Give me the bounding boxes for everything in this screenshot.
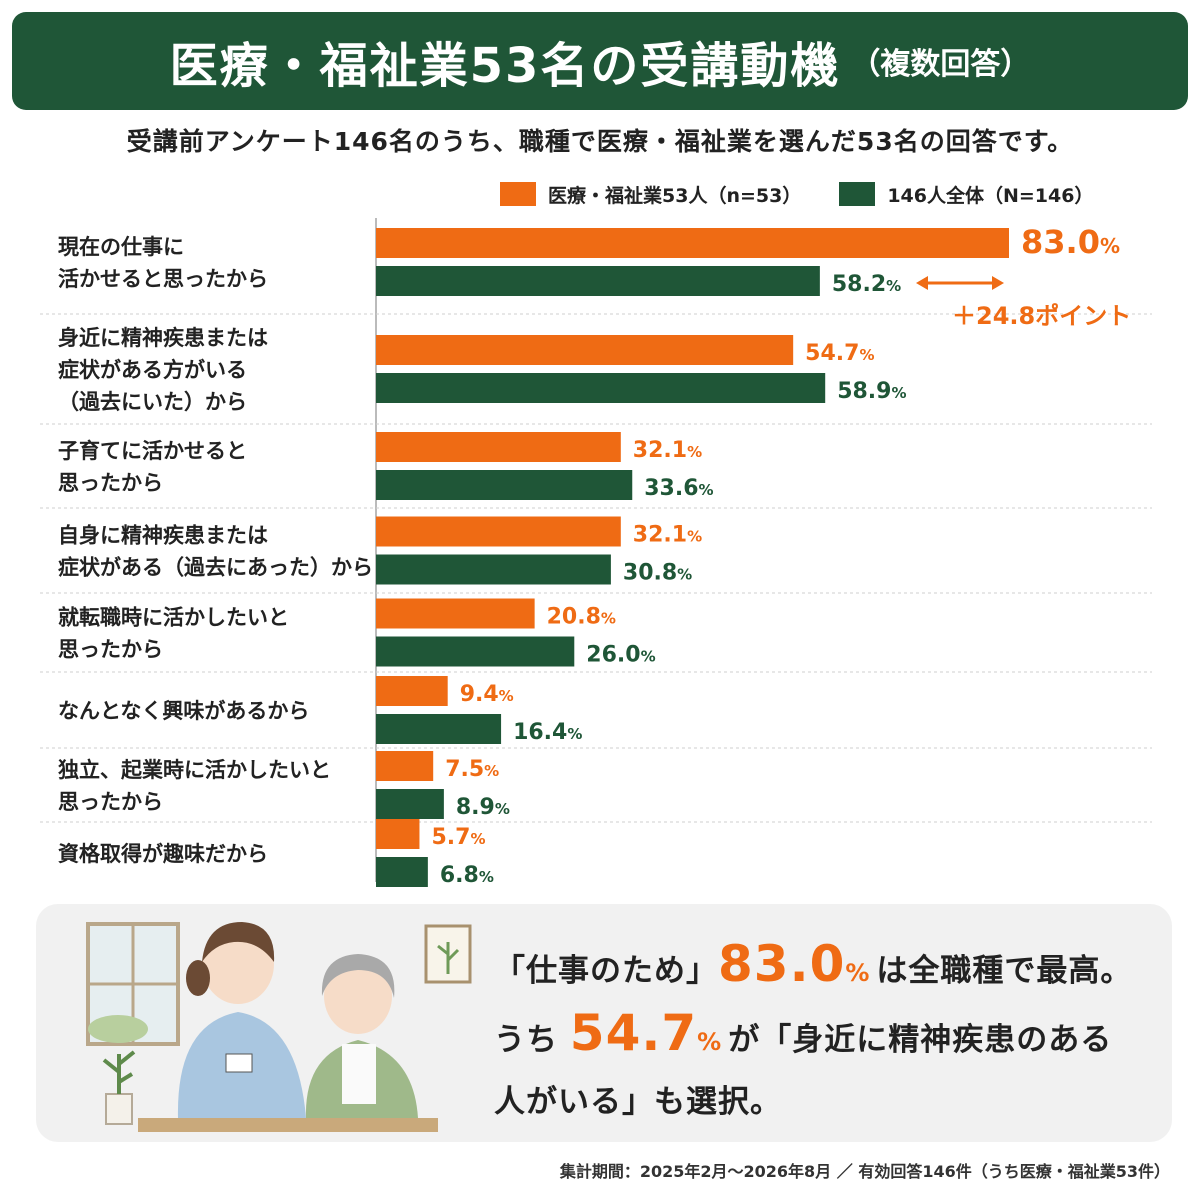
page-subtitle: 受講前アンケート146名のうち、職種で医療・福祉業を選んだ53名の回答です。 (126, 127, 1074, 156)
bar-series2 (376, 266, 820, 296)
highlight-value-54: 54.7 (569, 1004, 698, 1062)
legend-swatch-green (839, 182, 876, 206)
data-label: 6.8% (440, 863, 494, 888)
bar-series2 (376, 636, 575, 667)
category-label: 子育てに活かせると (58, 439, 247, 463)
category-label: 症状がある方がいる (58, 358, 247, 382)
bar-series1 (376, 819, 420, 849)
category-label: 就転職時に活かしたいと (58, 606, 289, 630)
highlight-line1-pre: 「仕事のため」 (494, 953, 718, 989)
legend-swatch-orange (500, 182, 536, 206)
category-label: 思ったから (58, 471, 163, 495)
legend-label-series1: 医療・福祉業53人（n=53） (548, 184, 802, 207)
category-label: 症状がある（過去にあった）から (58, 556, 373, 580)
data-label: 16.4% (513, 720, 582, 745)
data-label: 7.5% (445, 757, 499, 782)
highlight-pct-1: % (845, 959, 871, 987)
footer-note: 集計期間：2025年2月〜2026年8月 ／ 有効回答146件（うち医療・福祉業… (559, 1162, 1170, 1181)
category-label: なんとなく興味があるから (58, 699, 309, 723)
category-label: 思ったから (58, 790, 163, 814)
highlight-line2-pre: うち (494, 1022, 558, 1058)
data-label: 58.9% (837, 379, 906, 404)
bar-series1 (376, 516, 621, 547)
data-label: 26.0% (586, 643, 655, 668)
category-label: 思ったから (58, 638, 163, 662)
chart-legend: 医療・福祉業53人（n=53） 146人全体（N=146） (500, 176, 1131, 212)
data-label: 32.1% (633, 523, 702, 548)
bar-series2 (376, 470, 633, 500)
bar-series2 (376, 714, 502, 744)
caregiver-illustration-icon (86, 922, 472, 1132)
bar-series2 (376, 789, 444, 819)
bar-series1 (376, 676, 448, 706)
category-label: （過去にいた）から (58, 390, 247, 414)
highlight-line1-post: は全職種で最高。 (876, 953, 1133, 989)
highlight-text: 「仕事のため」83.0% は全職種で最高。 うち 54.7% が「身近に精神疾患のあ… (494, 934, 1154, 1132)
title-suffix: （複数回答） (850, 47, 1031, 82)
category-label: 現在の仕事に (58, 235, 184, 259)
data-label: 83.0% (1021, 223, 1120, 261)
data-label: 33.6% (644, 476, 713, 501)
bar-series2 (376, 373, 826, 403)
highlight-pct-2: % (697, 1028, 723, 1056)
page-title: 医療・福祉業53名の受講動機 (169, 38, 841, 94)
annotation-label: ＋24.8ポイント (952, 302, 1131, 330)
data-label: 54.7% (805, 341, 874, 366)
annotation-arrow-head-left (916, 276, 928, 290)
category-label: 資格取得が趣味だから (58, 842, 268, 866)
bar-series1 (376, 432, 621, 462)
bar-series1 (376, 751, 434, 781)
data-label: 8.9% (456, 795, 510, 820)
annotation-arrow-head-right (992, 276, 1004, 290)
category-label: 独立、起業時に活かしたいと (58, 758, 331, 782)
title-bar: 医療・福祉業53名の受講動機 （複数回答） (12, 12, 1188, 110)
bar-chart: 現在の仕事に活かせると思ったから83.0%58.2%身近に精神疾患または症状があ… (40, 218, 1152, 888)
category-label: 活かせると思ったから (58, 267, 268, 291)
bar-series1 (376, 598, 535, 629)
highlight-line-3: 人がいる」も選択。 (494, 1084, 782, 1120)
highlight-line-2: うち 54.7% が「身近に精神疾患のある (494, 1003, 1154, 1072)
bar-series2 (376, 857, 428, 887)
highlight-line2-post: が「身近に精神疾患のある (728, 1022, 1113, 1058)
category-label: 身近に精神疾患または (58, 326, 268, 350)
data-label: 20.8% (547, 605, 616, 630)
data-label: 5.7% (431, 825, 485, 850)
data-label: 58.2% (832, 272, 901, 297)
data-label: 9.4% (460, 682, 514, 707)
highlight-value-83: 83.0 (718, 935, 846, 993)
data-label: 30.8% (623, 561, 692, 586)
highlight-box: 「仕事のため」83.0% は全職種で最高。 うち 54.7% が「身近に精神疾患のあ… (36, 904, 1172, 1142)
bar-series1 (376, 335, 794, 365)
bar-series2 (376, 554, 611, 585)
data-label: 32.1% (633, 438, 702, 463)
legend-item-series1: 医療・福祉業53人（n=53） (500, 181, 801, 208)
category-label: 自身に精神疾患または (58, 524, 268, 548)
bar-series1 (376, 228, 1009, 258)
highlight-line-1: 「仕事のため」83.0% は全職種で最高。 (494, 934, 1154, 1003)
legend-label-series2: 146人全体（N=146） (887, 184, 1094, 207)
legend-item-series2: 146人全体（N=146） (839, 181, 1093, 208)
